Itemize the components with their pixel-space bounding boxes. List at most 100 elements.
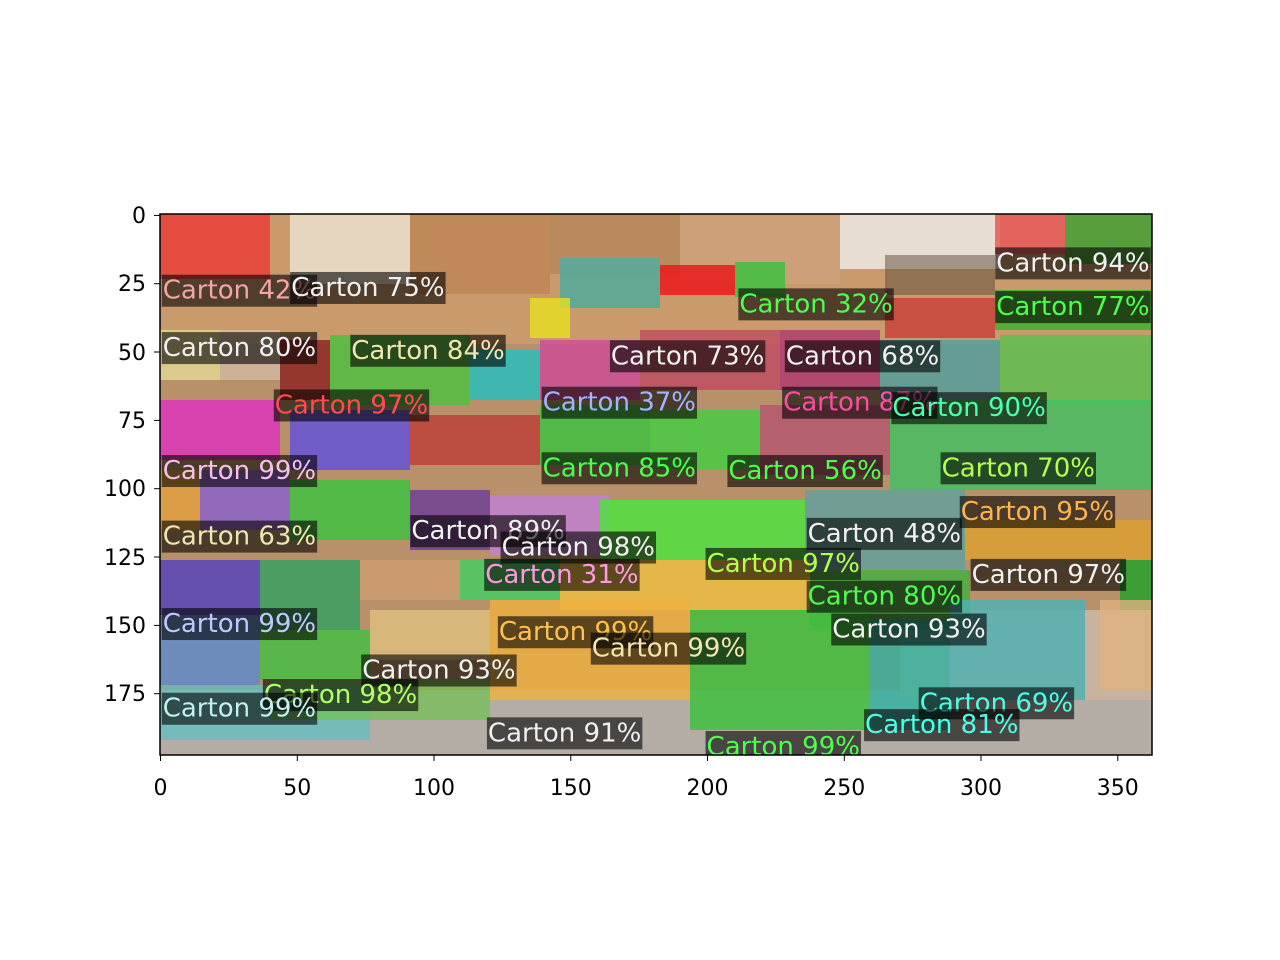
x-tick-label: 0 — [154, 776, 168, 801]
detection-label: Carton 99% — [705, 731, 861, 762]
detection-label: Carton 81% — [864, 709, 1020, 742]
detection-label-background — [590, 632, 747, 665]
detection-label: Carton 99% — [590, 632, 747, 665]
detection-label-text: Carton 90% — [892, 393, 1045, 423]
detection-label-background — [486, 717, 643, 750]
detection-label: Carton 98% — [500, 531, 657, 564]
x-tick-label: 50 — [283, 776, 311, 801]
detection-label-background — [500, 531, 657, 564]
axes-frame — [159, 213, 1153, 756]
x-tick-label: 250 — [823, 776, 865, 801]
detection-label-text: Carton 99% — [163, 456, 316, 486]
detection-label-text: Carton 37% — [543, 388, 696, 418]
detection-label-background — [806, 580, 963, 613]
detection-label-text: Carton 63% — [163, 522, 316, 552]
x-tick-label: 300 — [960, 776, 1002, 801]
x-axis: 0 50 100 150 200 250 300 350 — [154, 755, 1139, 801]
detection-label-background — [959, 496, 1116, 529]
y-tick-label: 150 — [104, 614, 146, 639]
detection-label-background — [727, 455, 883, 488]
detection-label: Carton 75% — [290, 271, 446, 304]
detection-label-background — [705, 731, 861, 755]
detection-label: Carton 99% — [161, 455, 318, 488]
detection-label-text: Carton 99% — [707, 732, 860, 762]
detection-label-background — [161, 332, 318, 365]
detection-label: Carton 56% — [727, 455, 883, 488]
detection-label-text: Carton 97% — [972, 560, 1125, 590]
detection-label: Carton 97% — [273, 389, 430, 422]
detection-label-text: Carton 31% — [485, 560, 638, 590]
detection-label-text: Carton 80% — [808, 582, 961, 612]
y-tick-label: 125 — [104, 546, 146, 571]
detection-label-text: Carton 97% — [275, 390, 428, 420]
detection-label: Carton 32% — [738, 288, 894, 321]
detection-label: Carton 99% — [497, 616, 654, 649]
detection-label: Carton 37% — [541, 386, 698, 419]
detection-label-text: Carton 93% — [832, 615, 985, 645]
detection-label-background — [541, 386, 698, 419]
detection-label-text: Carton 99% — [163, 694, 316, 724]
y-tick-label: 50 — [118, 341, 146, 366]
y-tick-label: 100 — [104, 477, 146, 502]
detection-label: Carton 93% — [361, 654, 517, 687]
x-tick-label: 150 — [550, 776, 592, 801]
detection-label-text: Carton 95% — [961, 497, 1114, 527]
detection-label-background — [970, 558, 1127, 591]
detection-label-background — [484, 558, 640, 591]
detection-label: Carton 68% — [784, 340, 941, 373]
detection-label-background — [609, 340, 766, 373]
detection-label-background — [161, 520, 318, 553]
detection-label-background — [831, 613, 987, 646]
detection-label-background — [891, 392, 1047, 425]
detection-label: Carton 97% — [970, 558, 1127, 591]
y-tick-label: 175 — [104, 682, 146, 707]
detection-label-background — [273, 389, 430, 422]
detection-label-text: Carton 85% — [543, 453, 696, 483]
detection-label-background — [806, 517, 963, 550]
y-axis: 0 25 50 75 100 125 150 175 — [104, 204, 160, 707]
detection-label-text: Carton 80% — [163, 333, 316, 363]
detection-label: Carton 85% — [541, 452, 698, 485]
detection-label: Carton 99% — [161, 608, 318, 641]
detection-label-text: Carton 98% — [502, 533, 655, 563]
detection-label-text: Carton 91% — [488, 718, 641, 748]
detection-label-background — [995, 291, 1151, 324]
detection-label: Carton 91% — [486, 717, 643, 750]
detection-label-background — [995, 247, 1151, 280]
detection-label: Carton 70% — [940, 452, 1096, 485]
detection-label-background — [705, 547, 861, 580]
detection-label-text: Carton 73% — [611, 341, 764, 371]
y-tick-label: 25 — [118, 272, 146, 297]
detection-label: Carton 31% — [484, 558, 640, 591]
detection-label-text: Carton 32% — [739, 289, 892, 319]
detection-label-text: Carton 77% — [996, 292, 1149, 322]
detection-label-background — [350, 334, 506, 367]
detection-label-background — [161, 455, 318, 488]
detection-label-text: Carton 68% — [786, 341, 939, 371]
detection-label-text: Carton 94% — [996, 248, 1149, 278]
detection-label-background — [290, 271, 446, 304]
detection-label-background — [864, 709, 1020, 742]
detection-label-background — [784, 340, 941, 373]
y-tick-label: 0 — [132, 204, 146, 229]
detection-label: Carton 73% — [609, 340, 766, 373]
x-tick-label: 200 — [687, 776, 729, 801]
detection-label-background — [738, 288, 894, 321]
detection-label: Carton 63% — [161, 520, 318, 553]
detection-label: Carton 90% — [891, 392, 1047, 425]
detection-label-text: Carton 56% — [728, 456, 881, 486]
y-tick-label: 75 — [118, 409, 146, 434]
detection-label-text: Carton 97% — [707, 549, 860, 579]
detection-label-background — [541, 452, 698, 485]
detection-label: Carton 80% — [161, 332, 318, 365]
detection-label: Carton 95% — [959, 496, 1116, 529]
x-tick-label: 350 — [1097, 776, 1139, 801]
detection-label-text: Carton 75% — [291, 273, 444, 303]
detection-label-background — [940, 452, 1096, 485]
detection-label: Carton 80% — [806, 580, 963, 613]
detection-label: Carton 48% — [806, 517, 963, 550]
detection-label: Carton 77% — [995, 291, 1151, 324]
detection-label: Carton 99% — [161, 692, 318, 725]
detection-label: Carton 97% — [705, 547, 861, 580]
